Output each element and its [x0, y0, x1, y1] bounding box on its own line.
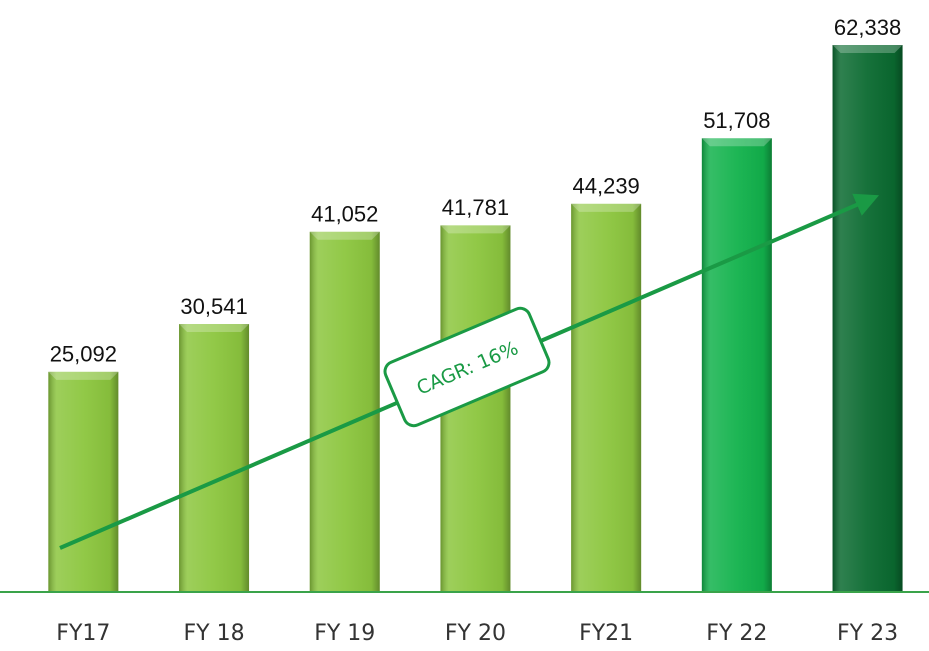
x-tick-label: FY 23	[837, 621, 898, 646]
bar	[48, 371, 119, 592]
value-label: 41,781	[442, 195, 509, 220]
bar-bevel	[179, 324, 250, 333]
value-label: 62,338	[834, 15, 901, 40]
bar-bevel	[309, 231, 380, 240]
bar	[832, 45, 903, 592]
value-label: 41,052	[311, 202, 378, 227]
bar	[179, 324, 250, 592]
bar	[571, 203, 642, 592]
bar-bevel	[571, 203, 642, 212]
value-label: 25,092	[50, 342, 117, 367]
annotation-frame	[383, 306, 551, 428]
x-tick-label: FY 18	[184, 621, 245, 646]
value-label: 30,541	[180, 294, 247, 319]
x-tick-label: FY21	[579, 621, 633, 646]
bar	[701, 138, 772, 593]
bar-bevel	[701, 138, 772, 147]
x-tick-label: FY 20	[445, 621, 506, 646]
bar	[309, 231, 380, 592]
bar-bevel	[440, 225, 511, 234]
x-tick-label: FY 19	[314, 621, 375, 646]
value-label: 51,708	[703, 108, 770, 133]
annotation-box: CAGR: 16%	[383, 306, 551, 428]
bar-bevel	[48, 371, 119, 380]
x-tick-label: FY 22	[706, 621, 767, 646]
x-tick-label: FY17	[56, 621, 110, 646]
bar-bevel	[832, 45, 903, 53]
value-label: 44,239	[573, 174, 640, 199]
